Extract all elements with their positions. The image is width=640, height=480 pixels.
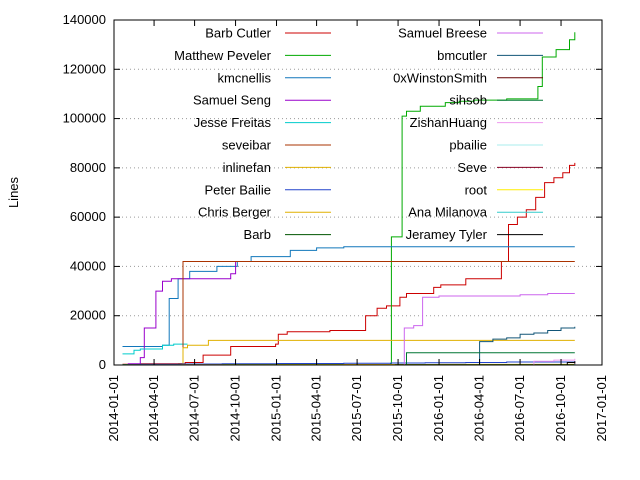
- series-line: [122, 162, 576, 365]
- legend-label: Barb Cutler: [205, 26, 271, 41]
- x-tick-label: 2014-10-01: [228, 375, 243, 442]
- legend-label: inlinefan: [223, 160, 271, 175]
- legend-label: kmcnellis: [218, 70, 272, 85]
- series-line: [127, 261, 237, 365]
- legend-label: pbailie: [449, 138, 487, 153]
- x-tick-label: 2014-01-01: [106, 375, 121, 442]
- legend-label: 0xWinstonSmith: [393, 70, 487, 85]
- legend-label: bmcutler: [437, 48, 488, 63]
- y-tick-label: 120000: [63, 61, 106, 76]
- legend-label: ZishanHuang: [410, 115, 487, 130]
- y-axis-label: Lines: [6, 176, 21, 208]
- plot-frame: [113, 19, 603, 366]
- series-line: [122, 361, 576, 366]
- legend-label: Matthew Peveler: [174, 48, 271, 63]
- x-tick-label: 2016-04-01: [472, 375, 487, 442]
- x-tick-label: 2016-01-01: [431, 375, 446, 442]
- y-tick-label: 100000: [63, 111, 106, 126]
- legend-label: Peter Bailie: [205, 182, 271, 197]
- legend-label: seveibar: [222, 138, 272, 153]
- legend-label: root: [465, 182, 488, 197]
- x-tick-label: 2016-10-01: [553, 375, 568, 442]
- x-tick-label: 2015-04-01: [309, 375, 324, 442]
- legend-label: Jesse Freitas: [194, 115, 272, 130]
- y-tick-label: 140000: [63, 12, 106, 27]
- x-tick-label: 2014-07-01: [187, 375, 202, 442]
- legend-label: Samuel Breese: [398, 26, 487, 41]
- x-tick-label: 2016-07-01: [512, 375, 527, 442]
- y-tick-label: 40000: [70, 258, 106, 273]
- x-tick-label: 2015-10-01: [390, 375, 405, 442]
- series-line: [472, 326, 576, 366]
- legend-label: Samuel Seng: [193, 93, 271, 108]
- series-line: [395, 293, 575, 366]
- x-tick-label: 2015-01-01: [269, 375, 284, 442]
- x-tick-label: 2017-01-01: [594, 375, 609, 442]
- legend-label: sihsob: [449, 93, 487, 108]
- y-tick-label: 0: [99, 357, 106, 372]
- legend-label: Jeramey Tyler: [406, 227, 488, 242]
- y-tick-label: 80000: [70, 160, 106, 175]
- x-tick-label: 2015-07-01: [349, 375, 364, 442]
- legend-label: Barb: [244, 227, 271, 242]
- series-line: [122, 246, 575, 347]
- legend-label: Seve: [457, 160, 487, 175]
- series-line: [178, 261, 575, 365]
- legend-label: Ana Milanova: [408, 205, 488, 220]
- series-line: [122, 32, 576, 365]
- legend-label: Chris Berger: [198, 205, 272, 220]
- y-tick-label: 60000: [70, 209, 106, 224]
- x-tick-label: 2014-04-01: [146, 375, 161, 442]
- series-line: [122, 343, 188, 355]
- y-tick-label: 20000: [70, 308, 106, 323]
- series-line: [175, 339, 575, 366]
